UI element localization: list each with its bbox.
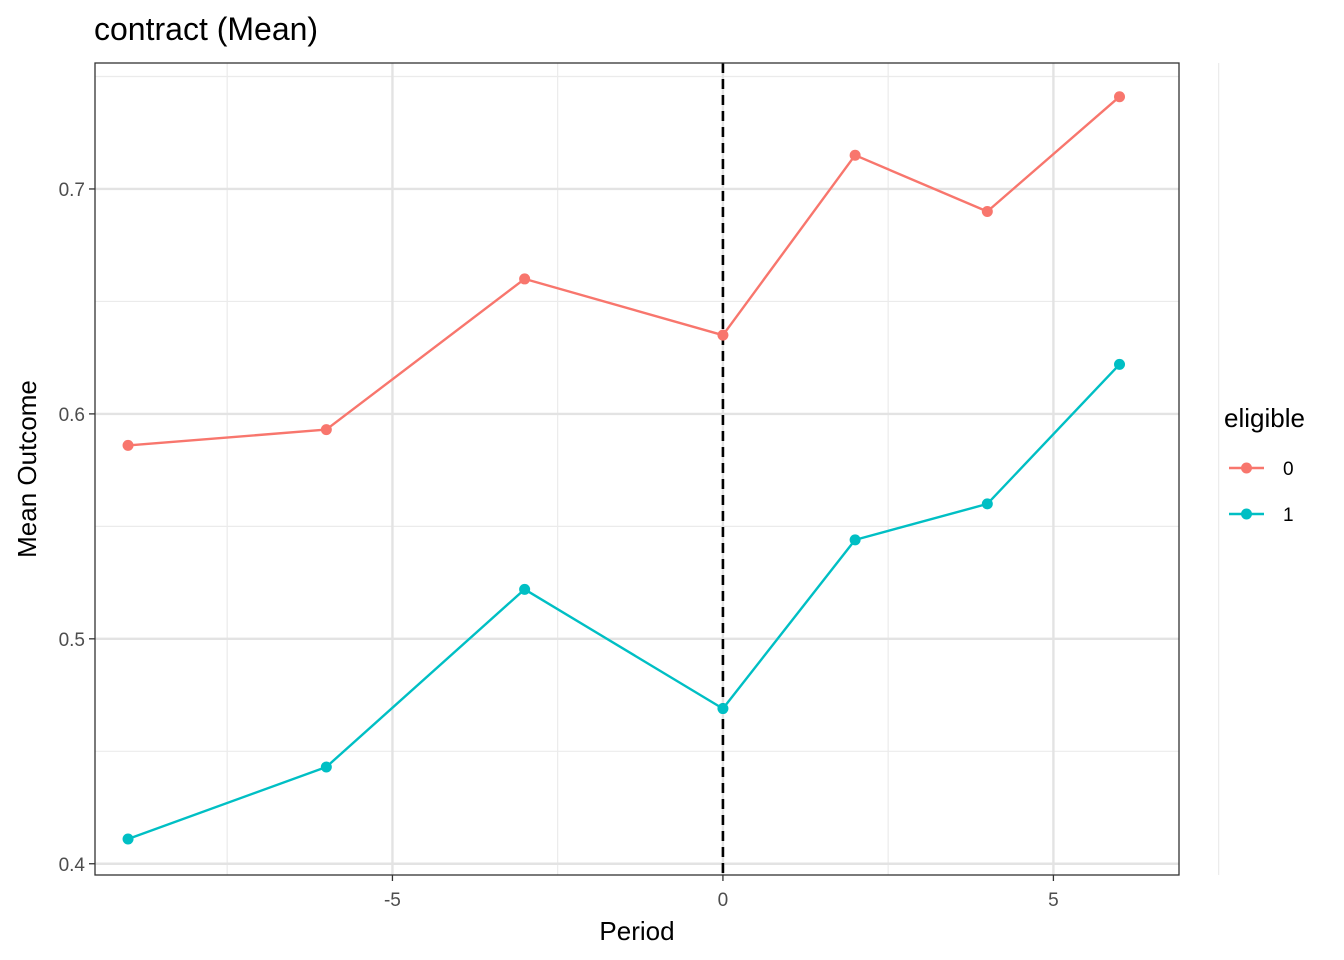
x-tick-label: 0 [718, 890, 729, 911]
data-point-series-0 [320, 424, 332, 436]
data-point-series-0 [122, 439, 134, 451]
data-point-series-0 [1114, 91, 1126, 103]
y-tick-label: 0.5 [59, 630, 85, 651]
data-point-series-1 [122, 833, 134, 845]
data-point-series-0 [849, 149, 861, 161]
plot-border [94, 62, 1180, 876]
data-point-series-0 [519, 273, 531, 285]
x-axis-title: Period [599, 916, 674, 946]
legend: eligible 0 1 [1224, 403, 1305, 526]
data-point-series-1 [519, 583, 531, 595]
data-point-series-0 [717, 329, 729, 341]
chart-title: contract (Mean) [94, 11, 318, 47]
data-point-series-1 [981, 498, 993, 510]
legend-label-0: 0 [1283, 459, 1294, 480]
legend-key-point-0 [1241, 462, 1252, 474]
y-axis-title: Mean Outcome [12, 380, 42, 558]
legend-key-point-1 [1241, 508, 1252, 520]
y-tick-label: 0.4 [59, 855, 86, 876]
x-tick-label: 5 [1048, 890, 1059, 911]
data-point-series-1 [320, 761, 332, 773]
y-axis-ticks: 0.4 0.5 0.6 0.7 [59, 180, 95, 876]
data-point-series-0 [981, 205, 993, 217]
y-tick-label: 0.6 [59, 405, 85, 426]
x-tick-label: -5 [384, 890, 401, 911]
legend-title: eligible [1224, 403, 1305, 433]
plot-background [95, 63, 1179, 875]
x-axis-ticks: -5 0 5 [384, 875, 1059, 911]
series-layer [122, 91, 1126, 845]
legend-label-1: 1 [1283, 505, 1294, 526]
data-point-series-1 [1114, 358, 1126, 370]
data-point-series-1 [849, 534, 861, 546]
data-point-series-1 [717, 703, 729, 715]
y-tick-label: 0.7 [59, 180, 85, 201]
